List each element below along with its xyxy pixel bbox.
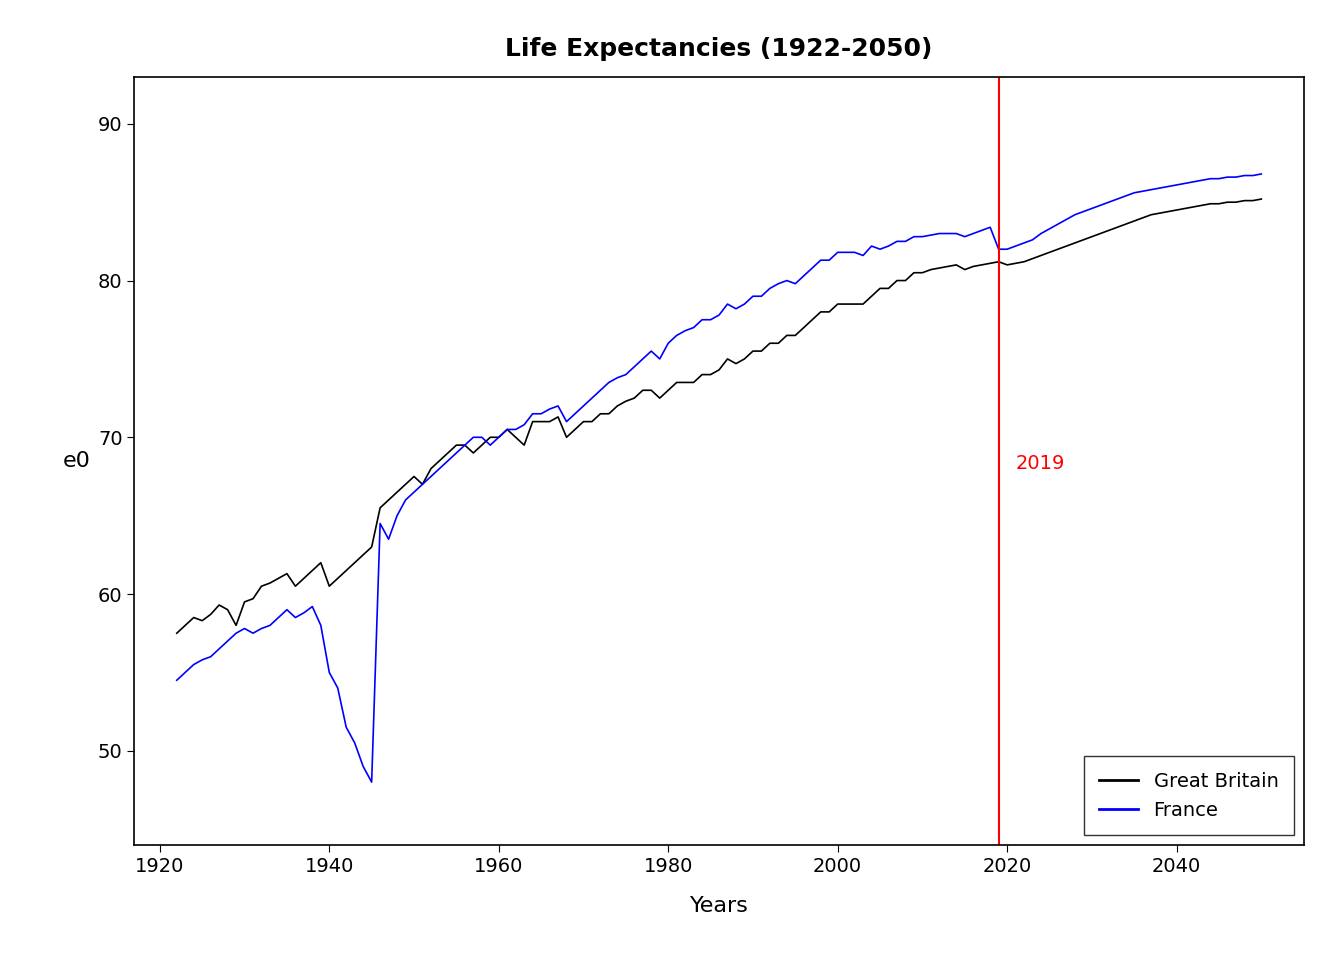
Legend: Great Britain, France: Great Britain, France [1083, 756, 1294, 835]
X-axis label: Years: Years [689, 897, 749, 917]
Great Britain [737, 353, 753, 365]
Great Britain [465, 447, 481, 459]
Line: France: France [177, 174, 1261, 782]
Great Britain [169, 628, 185, 639]
France [169, 675, 185, 686]
France [1253, 168, 1269, 180]
Great Britain [813, 306, 829, 318]
France [473, 432, 489, 444]
France [821, 254, 837, 266]
France [1126, 187, 1142, 199]
Text: 2019: 2019 [1016, 454, 1064, 472]
Title: Life Expectancies (1922-2050): Life Expectancies (1922-2050) [505, 37, 933, 61]
France [1034, 228, 1050, 239]
France [364, 777, 380, 788]
Great Britain [1253, 193, 1269, 204]
Y-axis label: e0: e0 [63, 451, 91, 470]
Great Britain [219, 604, 235, 615]
Line: Great Britain: Great Britain [177, 199, 1261, 634]
Great Britain [1118, 218, 1134, 229]
Great Britain [1024, 252, 1040, 264]
France [219, 636, 235, 647]
France [745, 291, 761, 302]
